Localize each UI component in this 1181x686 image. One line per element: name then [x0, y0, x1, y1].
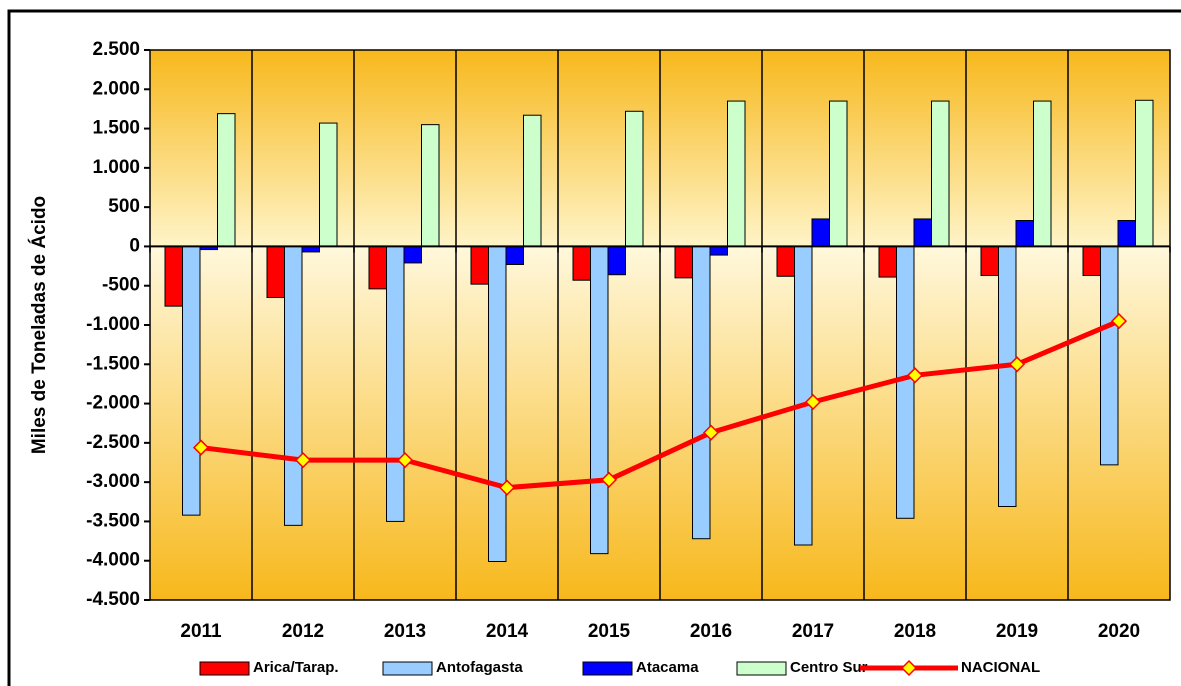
legend-swatch	[736, 661, 787, 676]
line-marker	[600, 471, 618, 488]
line-marker	[294, 452, 312, 469]
bar	[319, 122, 338, 247]
bar	[727, 100, 746, 247]
bar	[182, 245, 201, 516]
legend-label: NACIONAL	[961, 659, 1040, 676]
y-tick-label: -1.000	[86, 314, 140, 335]
legend-swatch	[582, 661, 633, 676]
bar	[692, 245, 711, 540]
line-marker	[396, 452, 414, 469]
y-tick-label: -3.500	[86, 510, 140, 531]
line-marker	[192, 439, 210, 456]
bar	[368, 245, 387, 290]
bar	[470, 245, 489, 285]
bar	[523, 114, 542, 247]
bar	[164, 245, 183, 307]
bar	[505, 245, 524, 266]
legend-label: Arica/Tarap.	[253, 659, 339, 676]
line-series	[200, 318, 1120, 491]
y-tick-label: 1.000	[92, 157, 140, 178]
bar	[284, 245, 303, 526]
bar	[674, 245, 693, 279]
bar	[590, 245, 609, 555]
line-marker	[1008, 356, 1026, 373]
y-tick-label: 1.500	[92, 118, 140, 139]
bar	[1100, 245, 1119, 466]
legend-swatch	[382, 661, 433, 676]
x-tick-label: 2013	[384, 621, 426, 642]
x-tick-label: 2019	[996, 621, 1038, 642]
x-tick-label: 2020	[1098, 621, 1140, 642]
y-tick-label: -3.000	[86, 471, 140, 492]
line-marker	[906, 367, 924, 384]
bar	[217, 113, 236, 247]
y-axis-label: Miles de Toneladas de Ácido	[28, 196, 50, 454]
y-tick-label: 2.500	[92, 39, 140, 60]
x-tick-label: 2014	[486, 621, 529, 642]
y-tick-label: -4.500	[86, 589, 140, 610]
bar	[386, 245, 405, 522]
y-tick-label: -2.000	[86, 393, 140, 414]
x-tick-label: 2011	[180, 621, 222, 642]
x-tick-label: 2017	[792, 621, 834, 642]
bar	[829, 100, 848, 247]
legend-label: Atacama	[636, 659, 699, 676]
line-marker	[498, 479, 516, 496]
bar	[488, 245, 507, 563]
bar	[896, 245, 915, 519]
y-tick-label: 0	[129, 235, 140, 256]
bar	[794, 245, 813, 546]
x-tick-label: 2018	[894, 621, 936, 642]
bar	[1117, 220, 1136, 247]
bar	[403, 245, 422, 264]
bar	[1135, 99, 1154, 247]
bar	[1033, 100, 1052, 247]
bar	[913, 218, 932, 247]
bar	[878, 245, 897, 278]
bar	[998, 245, 1017, 508]
y-tick-label: -2.500	[86, 432, 140, 453]
y-tick-label: -4.000	[86, 550, 140, 571]
x-tick-label: 2016	[690, 621, 732, 642]
y-tick-label: -500	[102, 275, 140, 296]
bar	[607, 245, 626, 276]
line-marker	[1110, 313, 1128, 330]
legend-swatch	[199, 661, 250, 676]
legend-marker	[900, 659, 918, 677]
y-tick-label: 500	[108, 196, 140, 217]
bar	[572, 245, 591, 281]
bar	[421, 124, 440, 247]
bar	[1082, 245, 1101, 277]
legend-label: Antofagasta	[436, 659, 523, 676]
bar	[931, 100, 950, 247]
bar	[776, 245, 795, 277]
bar	[980, 245, 999, 277]
line-marker	[702, 424, 720, 441]
bar	[709, 245, 728, 256]
y-tick-label: 2.000	[92, 78, 140, 99]
bar	[625, 110, 644, 247]
line-marker	[804, 393, 822, 411]
bar	[266, 245, 285, 299]
chart-frame	[7, 9, 1181, 686]
bar	[1015, 220, 1034, 247]
bar	[811, 218, 830, 247]
y-tick-label: -1.500	[86, 353, 140, 374]
x-tick-label: 2012	[282, 621, 324, 642]
x-tick-label: 2015	[588, 621, 631, 642]
legend-label: Centro Sur	[790, 659, 868, 676]
